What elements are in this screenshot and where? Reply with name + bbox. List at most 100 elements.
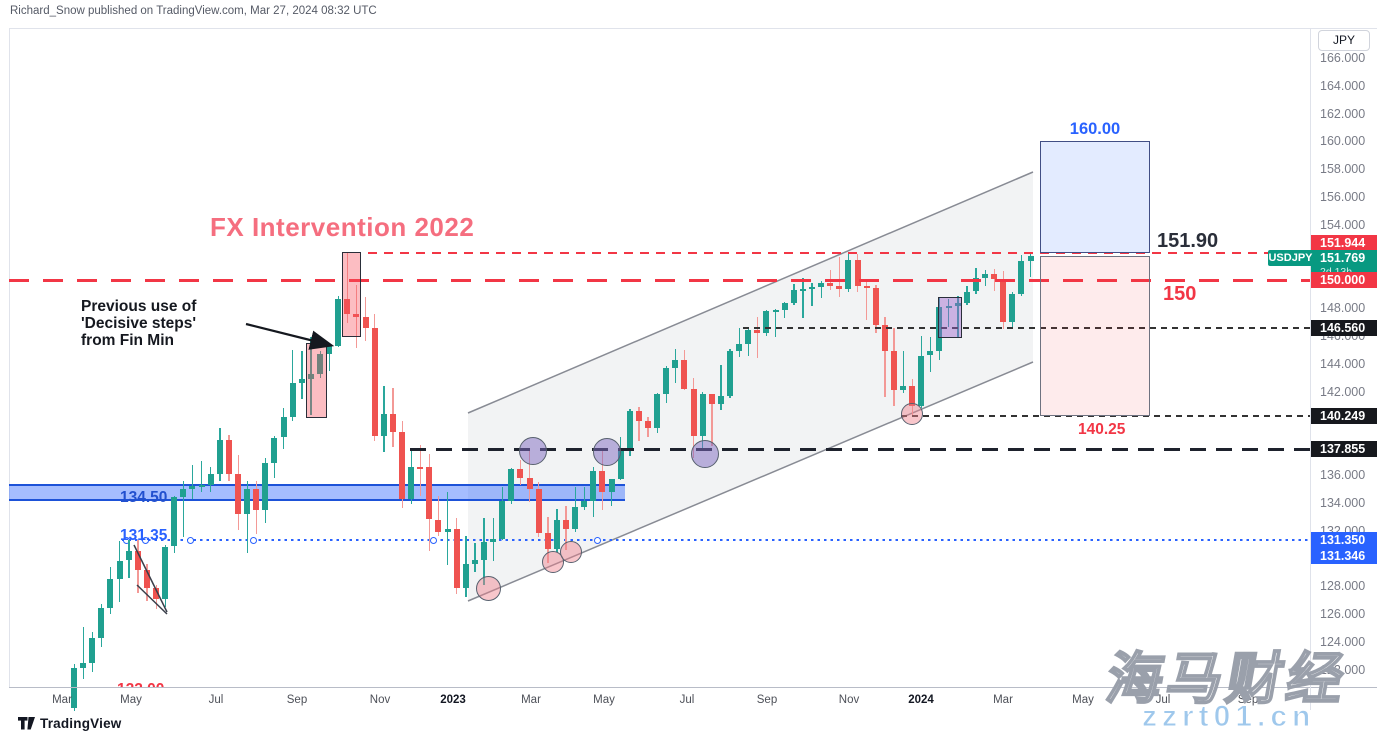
y-axis-tick-label: 158.000: [1320, 162, 1366, 177]
candle-body: [408, 466, 415, 499]
candle-body: [681, 359, 688, 389]
candle-body: [608, 479, 615, 492]
candle-body: [845, 259, 852, 289]
candle-wick: [984, 269, 986, 286]
level-line-146560: [743, 327, 1310, 329]
candle-body: [389, 413, 396, 432]
intervention-highlight-oct2022: [342, 252, 361, 337]
pivot-circle-2: [593, 438, 621, 466]
candle-body: [89, 637, 96, 663]
line-handle[interactable]: [429, 536, 437, 544]
candle-body: [590, 470, 597, 501]
candle-body: [426, 467, 433, 520]
y-axis-tick-label: 134.000: [1320, 495, 1366, 510]
symbol-tag: USDJPY: [1268, 250, 1313, 266]
candle-body: [307, 373, 314, 380]
prev-use-line2: 'Decisive steps': [81, 315, 197, 332]
candle-wick: [191, 465, 194, 500]
clipped-12200-label: 122.00: [117, 681, 177, 687]
candle-body: [1018, 260, 1025, 295]
candle-body: [353, 313, 360, 317]
candle-body: [790, 290, 797, 304]
level-15190-label: 151.90: [1157, 230, 1219, 252]
candle-body: [717, 395, 724, 405]
candle-body: [836, 286, 843, 289]
x-axis-tick-label: Mar: [993, 694, 1013, 706]
candle-wick: [802, 278, 804, 318]
pane-left-border: [9, 28, 10, 687]
candle-body: [71, 668, 77, 709]
currency-button[interactable]: JPY: [1318, 30, 1370, 51]
candle-body: [444, 529, 451, 532]
candle-body: [98, 608, 105, 638]
line-handle[interactable]: [593, 536, 601, 544]
line-handle[interactable]: [249, 536, 257, 544]
candle-body: [854, 259, 861, 286]
candle-body: [216, 440, 223, 474]
x-axis-tick-label: May: [120, 694, 142, 706]
candle-body: [763, 311, 770, 334]
candle-body: [699, 394, 706, 437]
candle-body: [317, 354, 323, 374]
x-axis-tick-label: Jul: [1155, 694, 1171, 706]
candle-body: [417, 466, 424, 469]
line-handle[interactable]: [141, 536, 149, 544]
candle-body: [808, 287, 815, 290]
candle-body: [818, 282, 824, 288]
y-axis-tick-label: 136.000: [1320, 468, 1366, 482]
level-150-label: 150: [1163, 283, 1197, 305]
candle-wick: [811, 282, 813, 306]
candle-body: [690, 388, 697, 437]
candle-body: [872, 288, 879, 325]
candle-body: [772, 310, 779, 313]
candle-body: [271, 437, 278, 463]
low-circle-3: [560, 541, 582, 563]
y-axis-tick-label: 128.000: [1320, 579, 1366, 594]
y-axis-tick-label: 148.000: [1320, 301, 1366, 316]
candle-body: [198, 485, 205, 488]
tradingview-logo[interactable]: TradingView: [18, 716, 121, 731]
candle-body: [1000, 279, 1007, 323]
candle-body: [918, 355, 925, 406]
y-axis-tick-label: 124.000: [1320, 634, 1366, 649]
candle-body: [207, 473, 214, 486]
candle-body: [235, 473, 241, 514]
level-14025-label: 140.25: [1078, 421, 1126, 438]
candle-body: [827, 282, 834, 286]
y-axis-tick-label: 154.000: [1320, 217, 1366, 232]
candle-body: [526, 477, 533, 489]
candle-body: [635, 411, 642, 421]
candle-body: [663, 368, 670, 395]
candle-body: [435, 519, 442, 532]
x-axis-tick-label: May: [1072, 694, 1094, 706]
price-label-151.944: 151.944: [1311, 235, 1377, 251]
candle-body: [726, 351, 733, 396]
y-axis-tick-label: 164.000: [1320, 78, 1366, 93]
candle-body: [171, 497, 178, 547]
support-zone-13450: [9, 484, 625, 501]
candle-body: [626, 411, 633, 449]
x-axis-tick-label: Mar: [521, 694, 541, 706]
candle-body: [544, 533, 551, 549]
candle-body: [143, 569, 150, 588]
candle-body: [399, 431, 405, 499]
time-axis-line: [9, 687, 1377, 688]
tradingview-logo-text: TradingView: [40, 716, 122, 731]
candle-body: [982, 273, 988, 278]
candle-wick: [201, 461, 203, 493]
candle-body: [490, 538, 497, 542]
level-13135-label: 131.35: [120, 527, 168, 544]
low-circle-1: [476, 576, 501, 601]
candle-body: [900, 386, 906, 391]
candle-wick: [838, 256, 841, 297]
line-handle[interactable]: [186, 536, 194, 544]
fx-intervention-label: FX Intervention 2022: [210, 212, 475, 242]
candle-wick: [328, 343, 330, 371]
candle-body: [335, 298, 342, 346]
x-axis-tick-label: May: [593, 694, 615, 706]
x-axis-tick-label: Nov: [838, 694, 860, 706]
level-line-140249: [901, 415, 1310, 417]
candle-body: [162, 546, 169, 599]
candle-body: [289, 383, 296, 417]
